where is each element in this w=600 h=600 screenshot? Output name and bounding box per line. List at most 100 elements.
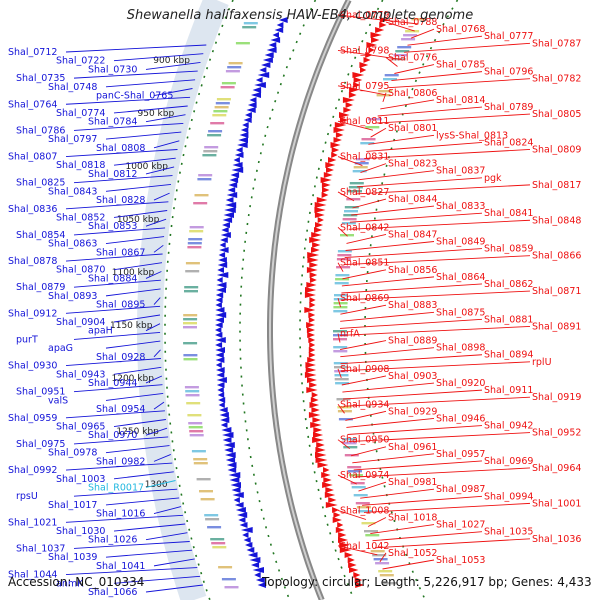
gene-label-right: Shal_0898	[436, 343, 485, 354]
leader-line-right	[377, 106, 483, 117]
leader-line-left	[153, 506, 182, 515]
leader-line-right	[339, 318, 483, 329]
gene-arrow	[321, 472, 331, 478]
gene-label-left: Shal_0774	[56, 108, 105, 119]
gene-arrow	[309, 302, 316, 308]
leader-line-right	[337, 49, 401, 60]
leader-line-right	[337, 474, 357, 485]
cog-bar	[210, 538, 225, 541]
gene-label-right: Shal_1018	[388, 513, 437, 524]
gene-arrow	[310, 397, 319, 403]
gene-arrow	[255, 577, 265, 583]
leader-line-left	[113, 210, 168, 218]
leader-line-left	[145, 218, 167, 227]
gene-arrow	[215, 342, 223, 348]
gene-label-left: Shal_1021	[8, 517, 57, 528]
gene-label-left: Shal_0954	[96, 404, 145, 415]
cog-bar	[184, 286, 199, 289]
gene-arrow	[305, 362, 316, 368]
leader-line-right	[355, 467, 531, 478]
cog-bar	[227, 66, 242, 69]
leader-line-right	[340, 304, 387, 315]
leader-line-right	[345, 241, 435, 251]
gene-label-right: Shal_0809	[532, 144, 581, 155]
gene-label-left: Shal_0807	[8, 152, 57, 163]
gene-arrow	[321, 192, 329, 198]
gene-arrow	[219, 412, 229, 418]
leader-line-right	[337, 14, 419, 25]
gene-arrow	[221, 227, 229, 233]
gene-arrow	[221, 427, 232, 433]
gene-label-right: nrfA	[340, 329, 360, 340]
gene-arrow	[247, 552, 258, 558]
gene-arrow	[225, 457, 236, 463]
gene-arrow	[322, 482, 333, 488]
cog-bar	[235, 42, 250, 45]
gene-label-left: Shal_0730	[88, 64, 137, 75]
leader-line-left	[105, 236, 165, 245]
gene-arrow	[304, 372, 317, 378]
leader-line-left	[65, 410, 165, 419]
gene-arrow	[314, 212, 325, 218]
cog-bar	[334, 378, 349, 381]
gene-label-left: Shal_0812	[88, 169, 137, 180]
gene-arrow	[309, 277, 317, 283]
gene-arrow	[239, 522, 248, 528]
gene-label-right: Shal_0787	[532, 38, 581, 49]
gene-arrow	[323, 467, 330, 473]
leader-line-right	[345, 410, 387, 421]
leader-line-left	[65, 567, 198, 576]
cog-bar	[221, 578, 236, 581]
cog-bar	[393, 54, 408, 57]
leader-line-right	[340, 340, 387, 351]
cog-bar	[342, 218, 357, 221]
gene-arrow	[312, 437, 324, 443]
gene-arrow	[225, 452, 236, 458]
cog-bar	[337, 410, 352, 413]
gene-label-left: purT	[16, 334, 38, 345]
cog-bar	[351, 486, 366, 489]
gene-arrow	[308, 312, 316, 318]
gene-arrow	[349, 567, 359, 573]
gene-label-left: Shal_0904	[56, 317, 105, 328]
gene-arrow	[268, 42, 277, 48]
leader-line-left	[153, 192, 170, 201]
scale-label: 950 kbp	[138, 109, 175, 119]
gene-arrow	[348, 562, 357, 568]
cog-bar	[184, 386, 199, 389]
gene-arrow	[315, 222, 324, 228]
gene-arrow	[323, 172, 333, 178]
gene-arrow	[305, 287, 317, 293]
gene-arrow	[237, 512, 248, 518]
cog-bar	[333, 338, 347, 341]
cog-bar	[337, 254, 352, 257]
gene-label-left: Shal_1030	[56, 526, 105, 537]
leader-line-right	[337, 439, 350, 450]
cog-bar	[191, 450, 206, 453]
cog-bar	[383, 582, 397, 585]
gene-arrow	[215, 312, 227, 318]
gene-arrow	[225, 197, 234, 203]
cog-bar	[348, 474, 363, 477]
gene-arrow	[379, 22, 387, 28]
leader-line-left	[145, 166, 175, 175]
leader-line-right	[407, 35, 483, 46]
gene-label-right: Shal_0875	[436, 307, 485, 318]
cog-bar	[200, 498, 215, 501]
gene-arrow	[257, 72, 270, 78]
gene-arrow	[219, 242, 226, 248]
gene-arrow	[317, 217, 324, 223]
gene-arrow	[254, 572, 261, 578]
leader-line-right	[337, 368, 342, 379]
cog-bar	[379, 574, 394, 577]
cog-bar	[343, 446, 358, 449]
gene-arrow	[217, 267, 224, 273]
gene-arrow	[245, 112, 252, 118]
leader-line-left	[145, 271, 162, 279]
gene-label-right: Shal_1035	[484, 527, 533, 538]
gene-label-left: Shal_0786	[16, 125, 65, 136]
cog-bar	[333, 330, 347, 333]
gene-label-left: Shal_0843	[48, 186, 97, 197]
gene-label-right: Shal_0981	[388, 477, 437, 488]
